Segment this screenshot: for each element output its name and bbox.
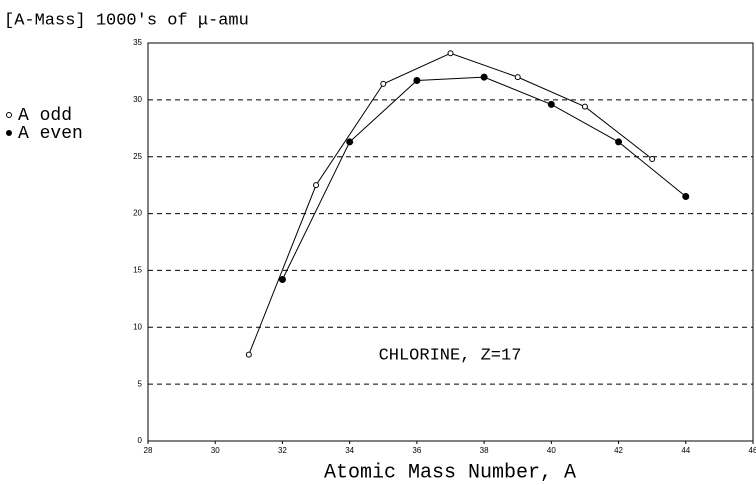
legend-label: A odd — [18, 106, 72, 126]
data-point — [615, 138, 623, 146]
x-tick-label: 30 — [211, 446, 220, 455]
x-tick-label: 44 — [681, 446, 690, 455]
x-tick-label: 46 — [749, 446, 756, 455]
legend-label: A even — [18, 124, 83, 144]
y-tick-label: 0 — [138, 436, 143, 445]
chart-title: [A-Mass] 1000's of μ-amu — [4, 11, 249, 30]
data-point — [278, 276, 286, 284]
series-line — [248, 52, 653, 355]
data-point — [346, 138, 354, 146]
series-line — [281, 76, 687, 280]
data-point — [514, 74, 521, 81]
x-tick-label: 36 — [412, 446, 421, 455]
data-point — [413, 77, 421, 85]
x-tick-label: 40 — [547, 446, 556, 455]
data-point — [682, 193, 690, 201]
legend-marker — [6, 130, 12, 136]
data-point — [313, 182, 320, 189]
y-tick-label: 15 — [133, 266, 142, 275]
data-point — [447, 50, 454, 57]
y-tick-label: 20 — [133, 209, 142, 218]
y-tick-label: 30 — [133, 95, 142, 104]
data-point — [649, 155, 656, 162]
y-tick-label: 25 — [133, 152, 142, 161]
x-tick-label: 34 — [345, 446, 354, 455]
y-tick-label: 10 — [133, 322, 142, 331]
y-tick-label: 5 — [138, 379, 143, 388]
data-point — [480, 73, 488, 81]
y-tick-label: 35 — [133, 38, 142, 47]
data-point — [380, 80, 387, 87]
x-axis-label: Atomic Mass Number, A — [324, 461, 576, 484]
data-point — [547, 100, 555, 108]
x-tick-label: 32 — [278, 446, 287, 455]
x-tick-label: 38 — [480, 446, 489, 455]
data-point — [581, 103, 588, 110]
annotation: CHLORINE, Z=17 — [379, 346, 522, 365]
x-tick-label: 42 — [614, 446, 623, 455]
data-point — [245, 351, 252, 358]
x-tick-label: 28 — [144, 446, 153, 455]
legend-marker — [6, 112, 12, 118]
plot-frame — [147, 42, 754, 442]
